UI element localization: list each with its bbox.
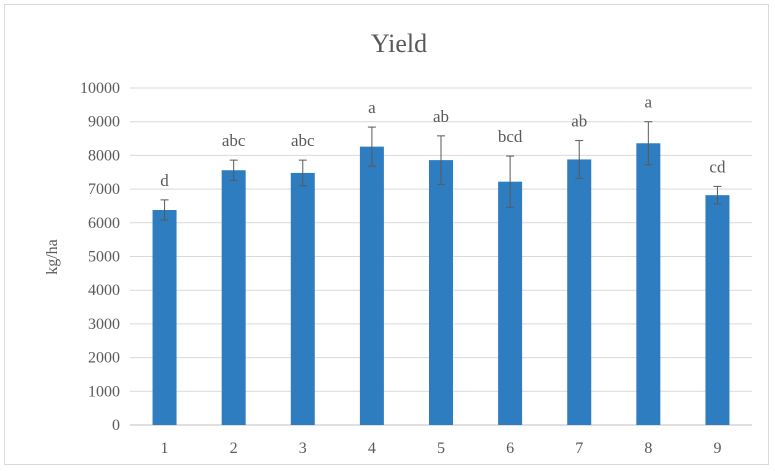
y-tick-label: 6000 xyxy=(88,215,120,232)
bar xyxy=(636,143,661,425)
y-tick-label: 1000 xyxy=(88,383,120,400)
error-bar xyxy=(506,155,515,208)
y-tick-label: 8000 xyxy=(88,147,120,164)
y-tick-label: 4000 xyxy=(88,282,120,299)
error-bar xyxy=(367,126,376,167)
significance-letter: d xyxy=(160,171,169,190)
x-tick-label: 5 xyxy=(437,440,445,457)
significance-letter: abc xyxy=(291,131,315,150)
x-tick-label: 9 xyxy=(713,440,721,457)
x-tick-label: 4 xyxy=(368,440,376,457)
bar xyxy=(429,160,453,426)
y-tick-label: 3000 xyxy=(88,316,120,333)
x-tick-label: 8 xyxy=(644,440,652,457)
error-bar xyxy=(229,159,238,181)
x-tick-label: 2 xyxy=(230,440,238,457)
error-bar xyxy=(713,185,722,205)
y-axis-label: kg/ha xyxy=(44,239,61,275)
significance-letter: cd xyxy=(709,157,726,176)
error-bar xyxy=(575,140,584,179)
x-tick-label: 1 xyxy=(161,440,169,457)
bar xyxy=(359,146,384,425)
y-tick-label: 7000 xyxy=(88,181,120,198)
x-tick-label: 6 xyxy=(506,440,514,457)
bars: d abc abc a ab bcd ab a cd xyxy=(152,93,730,426)
significance-letter: abc xyxy=(222,131,246,150)
error-bar xyxy=(298,159,307,187)
chart-title: Yield xyxy=(371,29,427,58)
y-tick-label: 5000 xyxy=(88,249,120,266)
bar xyxy=(498,181,523,425)
y-tick-label: 9000 xyxy=(88,114,120,131)
significance-letter: ab xyxy=(571,112,587,131)
significance-letter: a xyxy=(645,93,653,112)
y-axis-ticks: 0 1000 2000 3000 4000 5000 6000 7000 8000 9000 100… xyxy=(80,80,120,434)
bar xyxy=(290,172,315,425)
bar xyxy=(221,170,246,425)
significance-letter: ab xyxy=(433,107,449,126)
significance-letter: a xyxy=(368,98,376,117)
x-tick-label: 7 xyxy=(575,440,583,457)
error-bar xyxy=(160,199,169,221)
bar xyxy=(705,195,730,425)
y-tick-label: 0 xyxy=(112,417,120,434)
y-tick-label: 2000 xyxy=(88,350,120,367)
error-bar xyxy=(437,135,445,185)
x-axis-ticks: 1 2 3 4 5 6 7 8 9 xyxy=(161,440,722,457)
bar xyxy=(567,159,592,425)
error-bar xyxy=(644,121,653,166)
y-tick-label: 10000 xyxy=(80,80,120,97)
significance-letter: bcd xyxy=(498,127,523,146)
bar xyxy=(152,209,177,425)
x-tick-label: 3 xyxy=(299,440,307,457)
